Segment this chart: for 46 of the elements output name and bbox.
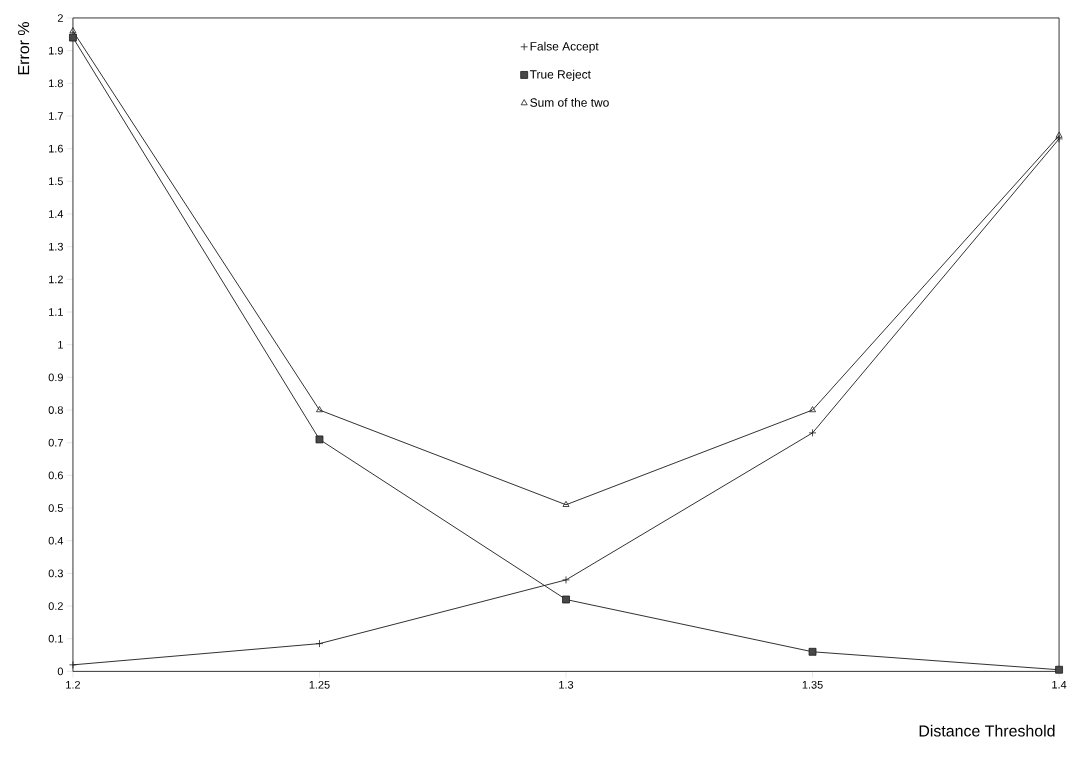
y-tick-label: 1.2 [49,275,63,284]
y-tick-label: 0 [57,667,63,676]
x-tick-label: 1.35 [802,680,823,689]
y-tick-label: 1.4 [49,210,64,218]
x-tick-label: 1.3 [559,680,574,689]
point [315,639,324,648]
point [562,575,570,584]
point [69,660,77,669]
point [1055,665,1063,674]
y-tick-label: 0.1 [48,634,63,643]
x-tick-label: 1.4 [1052,680,1067,689]
point [316,405,323,413]
y-tick-label: 1.8 [49,79,63,88]
legend-label: False Accept [530,41,599,53]
y-tick-label: 0.4 [48,536,64,545]
x-tick-label: 1.25 [309,680,330,689]
point [808,428,817,437]
y-tick-label: 1.1 [49,308,63,316]
point [562,500,570,507]
y-tick-label: 1 [58,340,63,349]
y-tick-label: 0.9 [48,373,63,382]
y-tick-label: 1.3 [49,242,63,251]
y-axis-title: Error % [18,21,30,75]
point [69,33,77,42]
y-tick-label: 2 [57,14,63,22]
y-tick-label: 1.6 [49,144,63,153]
y-tick-label: 0.7 [48,438,63,447]
y-tick-label: 0.8 [48,406,63,414]
point [315,435,324,444]
y-tick-label: 0.2 [48,602,63,610]
y-tick-label: 0.5 [48,504,63,512]
point [562,595,570,604]
point [1055,134,1063,143]
y-tick-label: 0.6 [48,471,63,480]
point [69,27,77,34]
y-tick-label: 1.7 [49,112,63,120]
point [809,405,816,413]
x-tick-label: 1.2 [66,680,81,689]
y-tick-label: 0.3 [48,569,63,578]
x-axis-title: Distance Threshold [919,724,1055,737]
point [808,647,817,656]
y-tick-label: 1.5 [49,177,63,185]
legend-label: Sum of the two [530,97,609,107]
y-tick-label: 1.9 [49,46,63,55]
legend-label: True Reject [529,69,591,81]
point [1055,131,1063,138]
